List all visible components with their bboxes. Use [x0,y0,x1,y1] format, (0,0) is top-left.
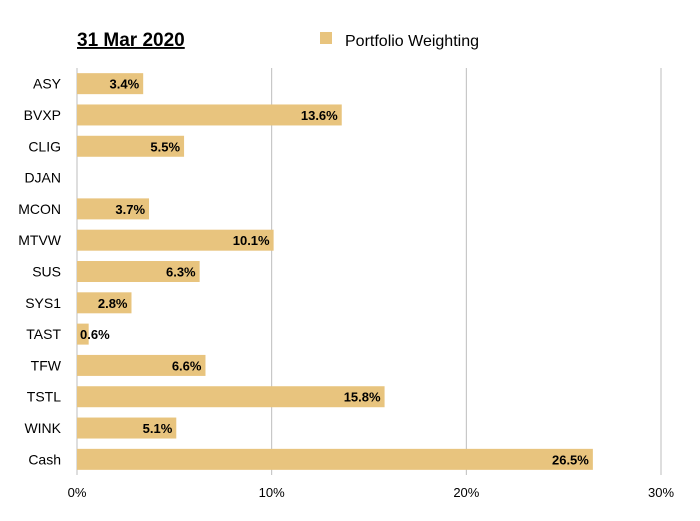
category-label: MCON [18,201,61,217]
legend-label: Portfolio Weighting [345,33,479,50]
bar [77,323,89,345]
data-label: 6.6% [172,358,202,373]
data-labels: 3.4% 13.6% 5.5% 3.7% 10.1% 6.3% 2.8% 0.6% 6.6% 15… [80,77,589,468]
bar [77,135,185,157]
category-label: BVXP [24,107,61,123]
x-tick-label: 0% [68,485,87,500]
category-label: TFW [31,357,62,373]
x-tick-labels: 0% 10% 20% 30% [68,485,675,500]
category-label: SUS [32,264,61,280]
data-label: 3.7% [115,202,145,217]
x-tick-label: 30% [648,485,674,500]
bar [77,386,385,408]
bar [77,261,200,282]
bar [77,229,274,251]
bar [77,104,342,126]
x-tick-label: 10% [259,485,285,500]
data-label: 10.1% [233,233,270,248]
category-label: TSTL [27,389,61,405]
bar [77,292,132,314]
category-label: WINK [24,420,61,436]
data-label: 6.3% [166,265,196,280]
bar [77,417,177,439]
chart-title: 31 Mar 2020 [77,30,185,51]
category-label: Cash [28,451,61,467]
data-label: 0.6% [80,327,110,342]
category-label: ASY [33,76,62,92]
data-label: 15.8% [344,390,381,405]
category-label: MTVW [18,232,62,248]
x-tick-label: 20% [453,485,479,500]
bar [77,354,206,376]
data-label: 2.8% [98,296,128,311]
bar [77,198,150,220]
category-label: DJAN [24,170,61,186]
category-labels: ASY BVXP CLIG DJAN MCON MTVW SUS SYS1 TAST TFW TST… [18,76,62,468]
data-label: 5.1% [143,421,173,436]
category-label: CLIG [28,138,61,154]
data-label: 5.5% [150,139,180,154]
data-label: 26.5% [552,452,589,467]
data-label: 3.4% [110,77,140,92]
bar [77,73,144,95]
bar [77,448,593,470]
legend: Portfolio Weighting [320,32,479,50]
data-label: 13.6% [301,108,338,123]
bars [77,73,593,470]
legend-swatch [320,32,332,44]
category-label: SYS1 [25,295,61,311]
category-label: TAST [26,326,61,342]
